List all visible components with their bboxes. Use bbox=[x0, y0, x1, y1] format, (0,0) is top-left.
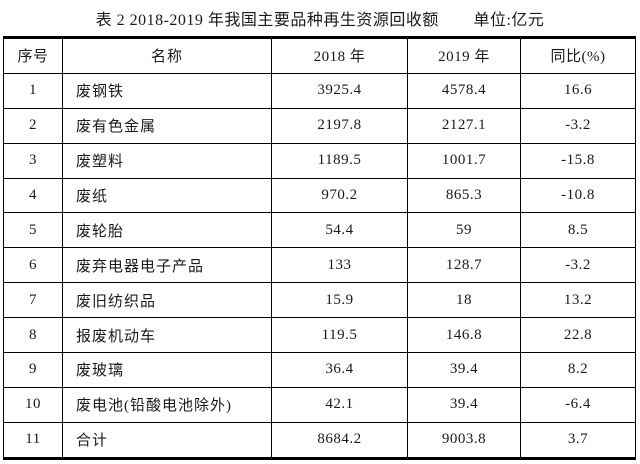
cell-2018: 42.1 bbox=[271, 386, 408, 423]
cell-2019: 39.4 bbox=[407, 386, 521, 423]
cell-yoy: 16.6 bbox=[520, 72, 636, 109]
cell-name: 废轮胎 bbox=[62, 212, 272, 249]
header-cell-index: 序号 bbox=[3, 37, 63, 74]
cell-yoy: -10.8 bbox=[520, 177, 636, 214]
cell-index: 9 bbox=[3, 352, 63, 388]
cell-index: 6 bbox=[3, 247, 63, 284]
cell-index: 8 bbox=[3, 317, 63, 354]
table-row: 2 废有色金属 2197.8 2127.1 -3.2 bbox=[3, 107, 636, 144]
cell-name: 报废机动车 bbox=[62, 317, 272, 354]
table-title-text: 表 2 2018-2019 年我国主要品种再生资源回收额 bbox=[95, 12, 439, 29]
cell-name: 废弃电器电子产品 bbox=[62, 247, 272, 284]
cell-name: 废纸 bbox=[62, 177, 272, 214]
cell-2018: 970.2 bbox=[271, 177, 408, 214]
table-row: 5 废轮胎 54.4 59 8.5 bbox=[3, 212, 636, 249]
cell-2019: 146.8 bbox=[407, 317, 521, 354]
cell-yoy: 8.5 bbox=[520, 212, 636, 249]
cell-2019: 59 bbox=[407, 212, 521, 249]
cell-2018: 3925.4 bbox=[271, 72, 408, 109]
table-row: 10 废电池(铅酸电池除外) 42.1 39.4 -6.4 bbox=[3, 386, 636, 423]
header-cell-2019: 2019 年 bbox=[407, 37, 521, 74]
cell-yoy: -3.2 bbox=[520, 247, 636, 284]
cell-name: 废有色金属 bbox=[62, 107, 272, 144]
table-row: 7 废旧纺织品 15.9 18 13.2 bbox=[3, 282, 636, 319]
table-row: 4 废纸 970.2 865.3 -10.8 bbox=[3, 177, 636, 214]
cell-2018: 1189.5 bbox=[271, 142, 408, 179]
header-cell-yoy: 同比(%) bbox=[520, 37, 636, 74]
cell-2019: 39.4 bbox=[407, 352, 521, 388]
cell-yoy: 8.2 bbox=[520, 352, 636, 388]
cell-yoy: -6.4 bbox=[520, 386, 636, 423]
cell-2019: 18 bbox=[407, 282, 521, 319]
table-row: 8 报废机动车 119.5 146.8 22.8 bbox=[3, 317, 636, 354]
table-row: 1 废钢铁 3925.4 4578.4 16.6 bbox=[3, 72, 636, 109]
cell-yoy: -3.2 bbox=[520, 107, 636, 144]
cell-index: 7 bbox=[3, 282, 63, 319]
header-cell-name: 名称 bbox=[62, 37, 272, 74]
cell-yoy: 22.8 bbox=[520, 317, 636, 354]
table-row: 3 废塑料 1189.5 1001.7 -15.8 bbox=[3, 142, 636, 179]
cell-yoy: 13.2 bbox=[520, 282, 636, 319]
cell-2019: 865.3 bbox=[407, 177, 521, 214]
cell-yoy: -15.8 bbox=[520, 142, 636, 179]
cell-index: 4 bbox=[3, 177, 63, 214]
header-cell-2018: 2018 年 bbox=[271, 37, 408, 74]
cell-name: 废旧纺织品 bbox=[62, 282, 272, 319]
cell-2018: 133 bbox=[271, 247, 408, 284]
cell-name: 废玻璃 bbox=[62, 352, 272, 388]
cell-index: 2 bbox=[3, 107, 63, 144]
cell-name: 合计 bbox=[62, 421, 272, 459]
table-title: 表 2 2018-2019 年我国主要品种再生资源回收额 单位:亿元 bbox=[0, 6, 640, 30]
cell-yoy: 3.7 bbox=[520, 421, 636, 459]
table-row: 9 废玻璃 36.4 39.4 8.2 bbox=[3, 352, 636, 388]
table-row: 6 废弃电器电子产品 133 128.7 -3.2 bbox=[3, 247, 636, 284]
cell-index: 10 bbox=[3, 386, 63, 423]
table-row: 11 合计 8684.2 9003.8 3.7 bbox=[3, 421, 636, 459]
table-unit-label: 单位:亿元 bbox=[473, 12, 545, 29]
cell-2018: 2197.8 bbox=[271, 107, 408, 144]
cell-name: 废塑料 bbox=[62, 142, 272, 179]
cell-2019: 9003.8 bbox=[407, 421, 521, 459]
cell-index: 11 bbox=[3, 421, 63, 459]
table-body: 1 废钢铁 3925.4 4578.4 16.6 2 废有色金属 2197.8 2127.1 -3… bbox=[3, 72, 636, 459]
cell-index: 3 bbox=[3, 142, 63, 179]
cell-index: 1 bbox=[3, 72, 63, 109]
cell-2019: 2127.1 bbox=[407, 107, 521, 144]
cell-2018: 8684.2 bbox=[271, 421, 408, 459]
cell-2018: 15.9 bbox=[271, 282, 408, 319]
cell-2018: 54.4 bbox=[271, 212, 408, 249]
cell-2019: 128.7 bbox=[407, 247, 521, 284]
cell-name: 废电池(铅酸电池除外) bbox=[62, 386, 272, 423]
cell-2018: 119.5 bbox=[271, 317, 408, 354]
cell-name: 废钢铁 bbox=[62, 72, 272, 109]
data-table: 序号 名称 2018 年 2019 年 同比(%) 1 废钢铁 3925.4 4578… bbox=[3, 36, 636, 460]
cell-2019: 4578.4 bbox=[407, 72, 521, 109]
header-row: 序号 名称 2018 年 2019 年 同比(%) bbox=[3, 37, 636, 74]
cell-2018: 36.4 bbox=[271, 352, 408, 388]
cell-index: 5 bbox=[3, 212, 63, 249]
cell-2019: 1001.7 bbox=[407, 142, 521, 179]
